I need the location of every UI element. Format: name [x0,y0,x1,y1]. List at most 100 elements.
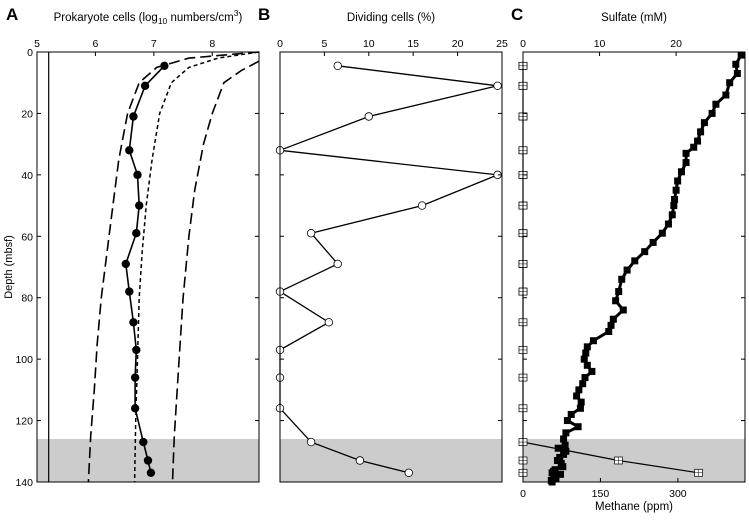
cell-count-point [139,437,148,447]
x-tick-label-panel-b: 10 [363,38,375,50]
sulfate-point [726,79,734,87]
cell-count-point [121,259,130,269]
methane-tick-label: 0 [520,488,526,500]
sulfate-point [677,168,685,176]
sulfate-point [668,211,676,219]
dividing-cells-point [333,259,342,269]
sulfate-point [567,410,575,418]
sulfate-point [560,435,568,443]
panel-a-title-suffix: ) [239,12,243,24]
sulfate-point [631,257,639,265]
sulfate-point [615,288,623,296]
sulfate-point [605,328,613,335]
cell-count-point [146,468,156,477]
series-line-3 [171,60,260,483]
cell-count-point [125,146,134,155]
sulfate-point [682,149,690,157]
sulfate-point [563,417,571,425]
sulfate-point [589,337,597,345]
sulfate-point [557,470,565,478]
sulfate-point [623,266,631,274]
panel-a-plot-layer [48,51,260,483]
panel-c-plot-layer [518,51,745,486]
panel-a-title-mid: numbers/cm [167,12,233,24]
sulfate-point [670,202,678,210]
y-tick-label: 80 [21,293,33,305]
sulfate-point [582,349,590,357]
panel-letter-c: C [511,5,523,24]
cell-count-point [132,229,141,238]
sulfate-point [671,195,679,203]
x-tick-label-panel-b: 0 [277,38,283,50]
x-tick-label-panel-b: 15 [407,38,419,50]
sulfate-point [574,423,582,431]
sulfate-point [737,51,745,59]
sulfate-point [672,186,680,194]
panel-c-frame [522,51,746,483]
sulfate-point [552,475,560,483]
y-tick-label: 0 [27,47,33,59]
sulfate-point [658,229,666,237]
dividing-cells-point [364,112,373,121]
dividing-cells-point [493,81,502,90]
dividing-cells-point [306,437,316,447]
panel-c-title: Sulfate (mM) [601,12,667,24]
dividing-cells-point [333,61,342,71]
dividing-cells-point [324,318,334,327]
sulfate-point [641,248,649,256]
panel-b-title: Dividing cells (%) [347,12,435,24]
sulfate-point [553,457,561,464]
y-tick-label: 120 [15,416,33,428]
sulfate-point [674,177,682,185]
cell-count-point [129,112,138,121]
sulfate-point [682,159,690,167]
x-tick-label-panel-b: 5 [321,38,327,50]
sulfate-point [700,119,708,127]
cell-count-point [125,287,134,296]
cell-count-point [130,404,140,413]
sulfate-point [588,367,596,375]
sulfate-point [609,315,617,323]
panel-letter-a: A [6,5,18,24]
sulfate-point [583,343,591,351]
panel-b-frame [279,51,503,483]
x-tick-label-panel-a: 5 [34,38,40,50]
methane-tick-label: 300 [669,488,687,500]
dividing-cells-point [417,201,427,210]
series-line-2 [133,51,260,483]
sulfate-point [618,275,626,283]
dividing-cells-point [404,468,413,477]
dividing-cells-point [355,456,365,465]
dividing-cells-line [278,65,498,474]
sulfate-point [694,137,702,145]
y-tick-label: 20 [21,108,33,120]
x-tick-label-panel-a: 6 [92,38,98,50]
series-line-1 [87,51,260,483]
sulfate-point [649,238,657,246]
sulfate-point [577,398,585,406]
panel-a-title-superscript: 3 [234,8,239,18]
x-tick-label-panel-c: 10 [594,38,606,50]
sulfate-point [708,109,716,117]
series-line-0 [124,65,165,473]
y-tick-label: 100 [15,354,33,366]
sulfate-point [575,386,583,394]
sulfate-point [607,321,615,329]
x-tick-label-panel-c: 20 [670,38,682,50]
sulfate-point [664,220,672,228]
panel-a-title: Prokaryote cells (log10 numbers/cm3) [54,8,243,26]
dividing-cells-point [306,229,316,238]
sulfate-point [733,70,741,77]
x-tick-label-panel-b: 20 [452,38,464,50]
methane-line [522,65,699,474]
sulfate-point [573,392,581,400]
panel-a-title-subscript: 10 [158,16,168,26]
x-tick-label-panel-c: 0 [520,38,526,50]
sulfate-point [712,100,720,108]
y-tick-label: 60 [21,231,33,243]
cell-count-point [140,81,150,90]
y-tick-label: 40 [21,170,33,182]
